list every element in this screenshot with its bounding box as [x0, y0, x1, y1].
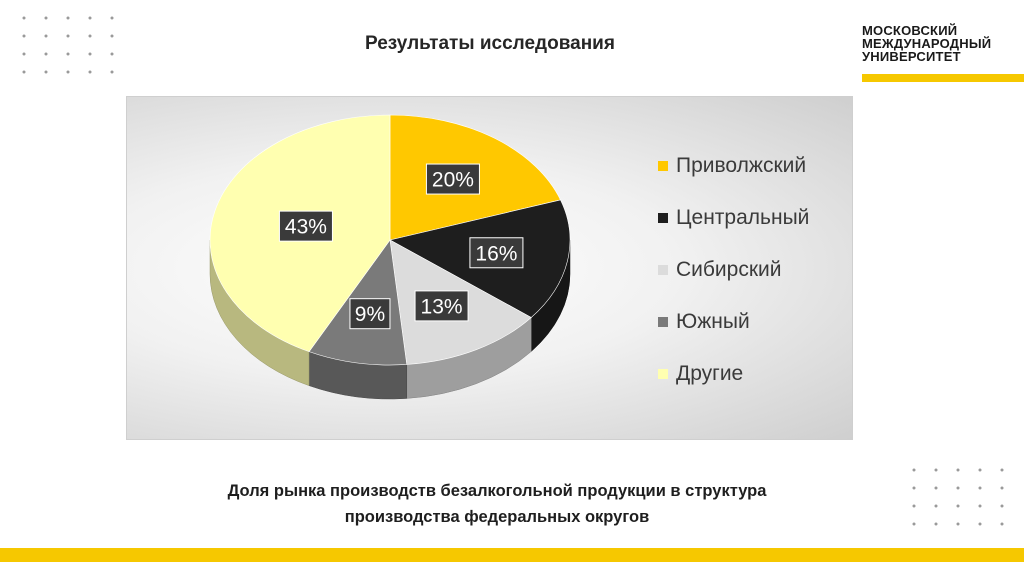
data-label-box — [469, 237, 524, 269]
data-label-box — [349, 298, 391, 330]
data-label-box — [425, 163, 480, 195]
slide-title: Результаты исследования — [365, 33, 615, 54]
university-logo: МОСКОВСКИЙ МЕЖДУНАРОДНЫЙ УНИВЕРСИТЕТ — [862, 24, 991, 63]
data-label-box — [414, 290, 469, 322]
pie-side-walls — [209, 239, 571, 400]
data-label: 9% — [355, 303, 385, 326]
legend-item: Другие — [658, 362, 743, 386]
data-label-box — [278, 210, 333, 242]
legend-label: Другие — [676, 362, 744, 385]
data-label: 43% — [285, 216, 327, 239]
logo-line-1: МОСКОВСКИЙ — [862, 23, 958, 38]
legend-label: Южный — [676, 310, 750, 333]
caption-line-1: Доля рынка производств безалкогольной пр… — [227, 482, 767, 500]
data-label: 20% — [432, 169, 474, 192]
legend-label: Приволжский — [676, 154, 807, 177]
legend-item: Южный — [658, 310, 750, 334]
data-label: 13% — [421, 295, 463, 318]
legend-label: Сибирский — [676, 258, 782, 281]
legend-swatch — [658, 213, 668, 223]
legend-swatch — [658, 161, 668, 171]
decorative-dot-grid-top-left — [22, 16, 114, 74]
data-label: 16% — [475, 242, 517, 265]
logo-line-3: УНИВЕРСИТЕТ — [862, 49, 961, 64]
legend-swatch — [658, 317, 668, 327]
logo-line-2: МЕЖДУНАРОДНЫЙ — [862, 36, 992, 51]
caption-line-2: производства федеральных округов — [344, 508, 650, 526]
bottom-accent-bar — [0, 548, 1024, 562]
logo-accent-bar — [862, 74, 1024, 82]
legend-label: Центральный — [676, 206, 810, 229]
chart-caption: Доля рынка производств безалкогольной пр… — [0, 478, 994, 530]
decorative-dot-grid-bottom-right — [912, 468, 1004, 526]
legend-item: Приволжский — [658, 154, 806, 178]
legend-item: Сибирский — [658, 258, 781, 282]
legend-swatch — [658, 369, 668, 379]
chart-legend: Приволжский Центральный Сибирский Южный Друг… — [640, 96, 852, 440]
legend-item: Центральный — [658, 206, 809, 230]
pie-data-labels: 20% 16% 13% 9% 43% — [278, 163, 524, 330]
legend-swatch — [658, 265, 668, 275]
